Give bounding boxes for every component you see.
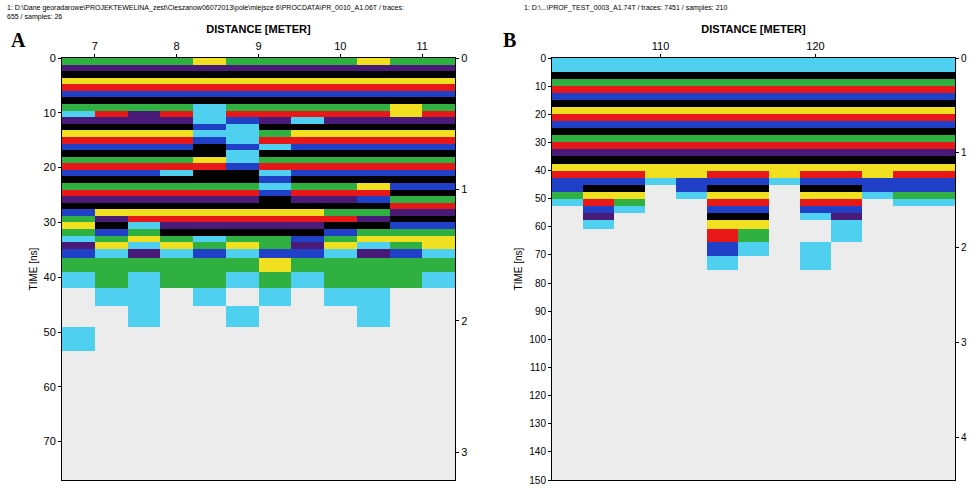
svg-text:40: 40 [535, 165, 547, 176]
svg-text:DISTANCE [METER]: DISTANCE [METER] [701, 23, 806, 35]
svg-text:0: 0 [540, 53, 546, 64]
svg-text:20: 20 [535, 109, 547, 120]
svg-text:DISTANCE [METER]: DISTANCE [METER] [206, 23, 311, 35]
svg-text:1: D:\...\PROF_TEST_0003_A1.74: 1: D:\...\PROF_TEST_0003_A1.74T / traces… [524, 4, 727, 12]
svg-text:110: 110 [530, 362, 546, 373]
svg-text:2: 2 [961, 242, 967, 253]
svg-text:1: 1 [961, 147, 967, 158]
svg-text:130: 130 [529, 418, 546, 429]
svg-text:70: 70 [535, 249, 547, 260]
svg-text:1: 1 [461, 183, 467, 195]
svg-text:20: 20 [44, 161, 56, 173]
svg-text:80: 80 [535, 278, 547, 289]
svg-text:60: 60 [44, 381, 56, 393]
svg-text:10: 10 [44, 107, 56, 119]
svg-text:40: 40 [44, 271, 56, 283]
svg-text:7: 7 [92, 40, 98, 52]
svg-text:B: B [503, 29, 516, 51]
svg-text:11: 11 [417, 40, 428, 52]
svg-text:3: 3 [461, 446, 467, 458]
svg-text:100: 100 [529, 334, 546, 345]
svg-text:50: 50 [44, 326, 56, 338]
svg-text:TIME [ns]: TIME [ns] [513, 247, 524, 290]
svg-text:90: 90 [535, 306, 547, 317]
svg-text:0: 0 [50, 52, 56, 64]
svg-text:9: 9 [255, 40, 261, 52]
svg-text:30: 30 [535, 137, 547, 148]
svg-text:0: 0 [961, 53, 967, 64]
svg-text:0: 0 [461, 52, 467, 64]
svg-text:3: 3 [961, 337, 967, 348]
svg-text:30: 30 [44, 216, 56, 228]
svg-text:50: 50 [535, 193, 547, 204]
svg-text:1: D:\Dane georadarowe\PROJEKT: 1: D:\Dane georadarowe\PROJEKTEWELINA_ze… [7, 4, 404, 21]
svg-text:A: A [11, 29, 26, 51]
svg-text:70: 70 [44, 435, 56, 447]
svg-text:110: 110 [652, 40, 670, 52]
svg-text:150: 150 [529, 475, 546, 486]
svg-text:TIME [ns]: TIME [ns] [28, 247, 39, 290]
svg-text:120: 120 [529, 390, 546, 401]
svg-text:10: 10 [535, 81, 547, 92]
svg-text:120: 120 [806, 40, 824, 52]
svg-text:8: 8 [174, 40, 180, 52]
svg-text:4: 4 [961, 432, 967, 443]
svg-text:10: 10 [334, 40, 346, 52]
svg-text:2: 2 [461, 315, 467, 327]
svg-text:60: 60 [535, 221, 547, 232]
svg-text:140: 140 [529, 446, 546, 457]
